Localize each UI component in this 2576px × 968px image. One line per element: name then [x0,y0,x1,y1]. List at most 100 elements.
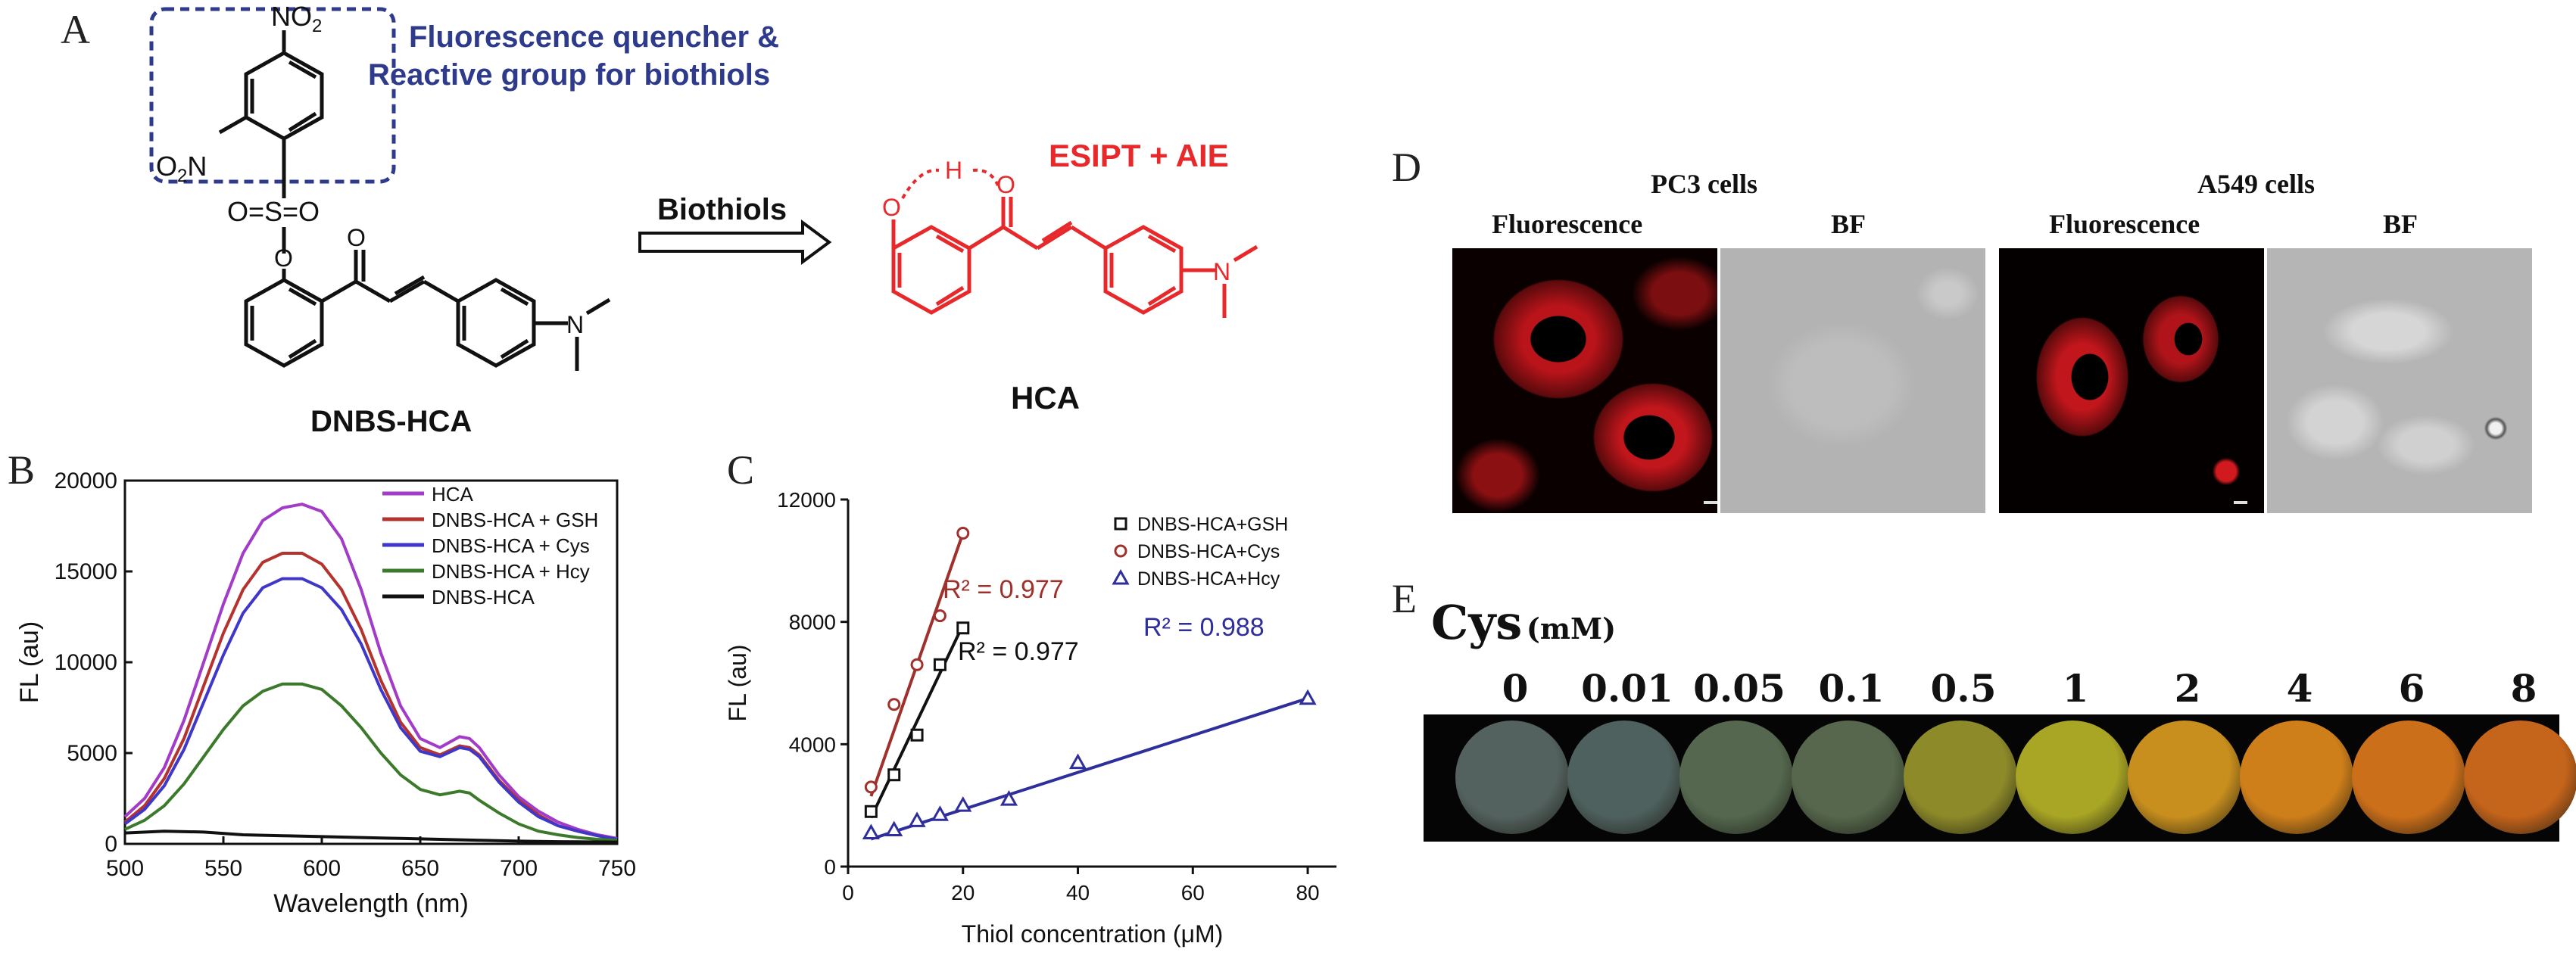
color-spot-2 [1567,721,1681,834]
legend-label-1: DNBS-HCA+GSH [1137,514,1288,535]
concentration-label-3: 0.05 [1693,666,1785,711]
reaction-arrow-label: Biothiols [657,193,787,226]
data-point-hcy [1000,790,1018,806]
data-point-gsh [864,805,878,818]
color-spot-10 [2464,721,2576,834]
x-tick-label: 0 [842,881,854,904]
legend-label-1: HCA [432,483,474,506]
y-axis-label: FL (au) [15,621,44,703]
x-tick-label: 750 [598,856,636,881]
legend-label-3: DNBS-HCA + Cys [432,534,590,557]
panel-label-e: E [1392,576,1417,621]
x-tick-label: 500 [106,856,144,881]
color-spot-7 [2128,721,2241,834]
fit-line-1 [869,624,965,819]
scale-bar-a549 [2234,501,2247,504]
legend-label-4: DNBS-HCA + Hcy [432,560,590,583]
concentration-label-1: 0 [1502,666,1529,711]
x-tick-label: 40 [1066,881,1090,904]
color-spot-8 [2240,721,2353,834]
legend-marker-3 [1112,568,1130,585]
scale-bar-pc3 [1704,501,1717,504]
hydrogen-bond [901,168,1001,199]
legend-label-2: DNBS-HCA+Cys [1137,541,1280,562]
x-tick-label: 550 [204,856,242,881]
panel-label-d: D [1392,145,1421,190]
group-title-a549: A549 cells [2197,169,2315,199]
panel-label-c: C [727,447,755,493]
y-tick-label: 0 [824,855,836,879]
color-spot-5 [1904,721,2017,834]
y-tick-label: 12000 [777,488,836,512]
concentration-label-7: 2 [2174,666,2201,711]
legend-marker-1 [1114,517,1127,531]
y-tick-label: 8000 [789,611,836,634]
color-spot-4 [1792,721,1905,834]
series-line-4 [124,682,618,842]
ether-oxygen-label: O [274,244,293,272]
color-spot-6 [2016,721,2129,834]
y-tick-label: 10000 [55,650,117,675]
data-point-cys [956,526,970,540]
y-tick-label: 20000 [55,468,117,493]
quencher-text-line2: Reactive group for biothiols [368,58,770,92]
product-name: HCA [1011,380,1080,416]
r2-label-gsh: R² = 0.977 [958,637,1079,666]
concentration-label-2: 0.01 [1581,666,1673,711]
y-tick-label: 0 [104,832,117,857]
nitro-left-label: O2N [156,151,207,186]
cys-title-text: Cys [1431,595,1523,650]
y-tick-label: 5000 [67,741,117,766]
concentration-label-10: 8 [2510,666,2537,711]
cys-title: Cys (mM) [1431,595,1616,650]
data-point-cys [864,780,878,794]
color-spot-3 [1679,721,1793,834]
x-tick-label: 600 [303,856,341,881]
hca-skeleton [891,197,1258,318]
group-title-pc3: PC3 cells [1651,169,1757,199]
nitro-top-label: NO2 [271,1,322,36]
x-axis-label: Thiol concentration (μM) [962,920,1224,948]
a549-brightfield-image [2267,248,2532,513]
thiol-calibration-chart: 0 20 40 60 80 0 4000 8000 12000 Thiol concentrati… [724,488,1336,948]
pc3-fluorescence-image [1452,248,1717,513]
data-point-hcy [1299,689,1317,705]
data-point-gsh [887,768,901,782]
x-tick-label: 60 [1181,881,1205,904]
probe-skeleton [244,250,611,371]
legend-label-5: DNBS-HCA [432,586,535,609]
dinitrobenzene-ring [218,30,324,254]
column-title-fluorescence-1: Fluorescence [1492,209,1643,239]
amine-n-label: N [566,311,584,338]
concentration-label-4: 0.1 [1818,666,1885,711]
concentration-label-9: 6 [2398,666,2425,711]
x-tick-label: 20 [951,881,975,904]
series-line-3 [123,577,618,841]
pc3-brightfield-image [1720,248,1985,513]
series-line-5 [124,829,618,844]
quencher-text-line1: Fluorescence quencher & [409,20,779,54]
column-title-fluorescence-2: Fluorescence [2049,209,2200,239]
series-line-1 [123,503,618,840]
data-point-hcy [1068,753,1087,770]
concentration-label-5: 0.5 [1930,666,1997,711]
hca-hydroxyl-o-label: O [882,194,901,221]
x-axis-label: Wavelength (nm) [273,889,469,918]
hca-amine-n-label: N [1213,258,1230,285]
data-point-cys [887,698,901,711]
hca-carbonyl-o-label: O [996,171,1015,198]
legend-marker-2 [1114,544,1127,558]
data-point-gsh [933,658,947,671]
data-point-gsh [956,621,970,635]
series-line-2 [123,552,618,841]
concentration-label-8: 4 [2286,666,2313,711]
data-point-hcy [862,823,880,840]
hca-h-label: H [945,157,962,184]
column-title-bf-1: BF [1831,209,1867,239]
x-tick-label: 700 [500,856,538,881]
y-tick-label: 4000 [789,733,836,756]
sulfonyl-label: O=S=O [227,196,320,227]
data-point-cys [910,658,924,671]
cys-unit: (mM) [1526,612,1617,646]
x-tick-label: 650 [401,856,439,881]
